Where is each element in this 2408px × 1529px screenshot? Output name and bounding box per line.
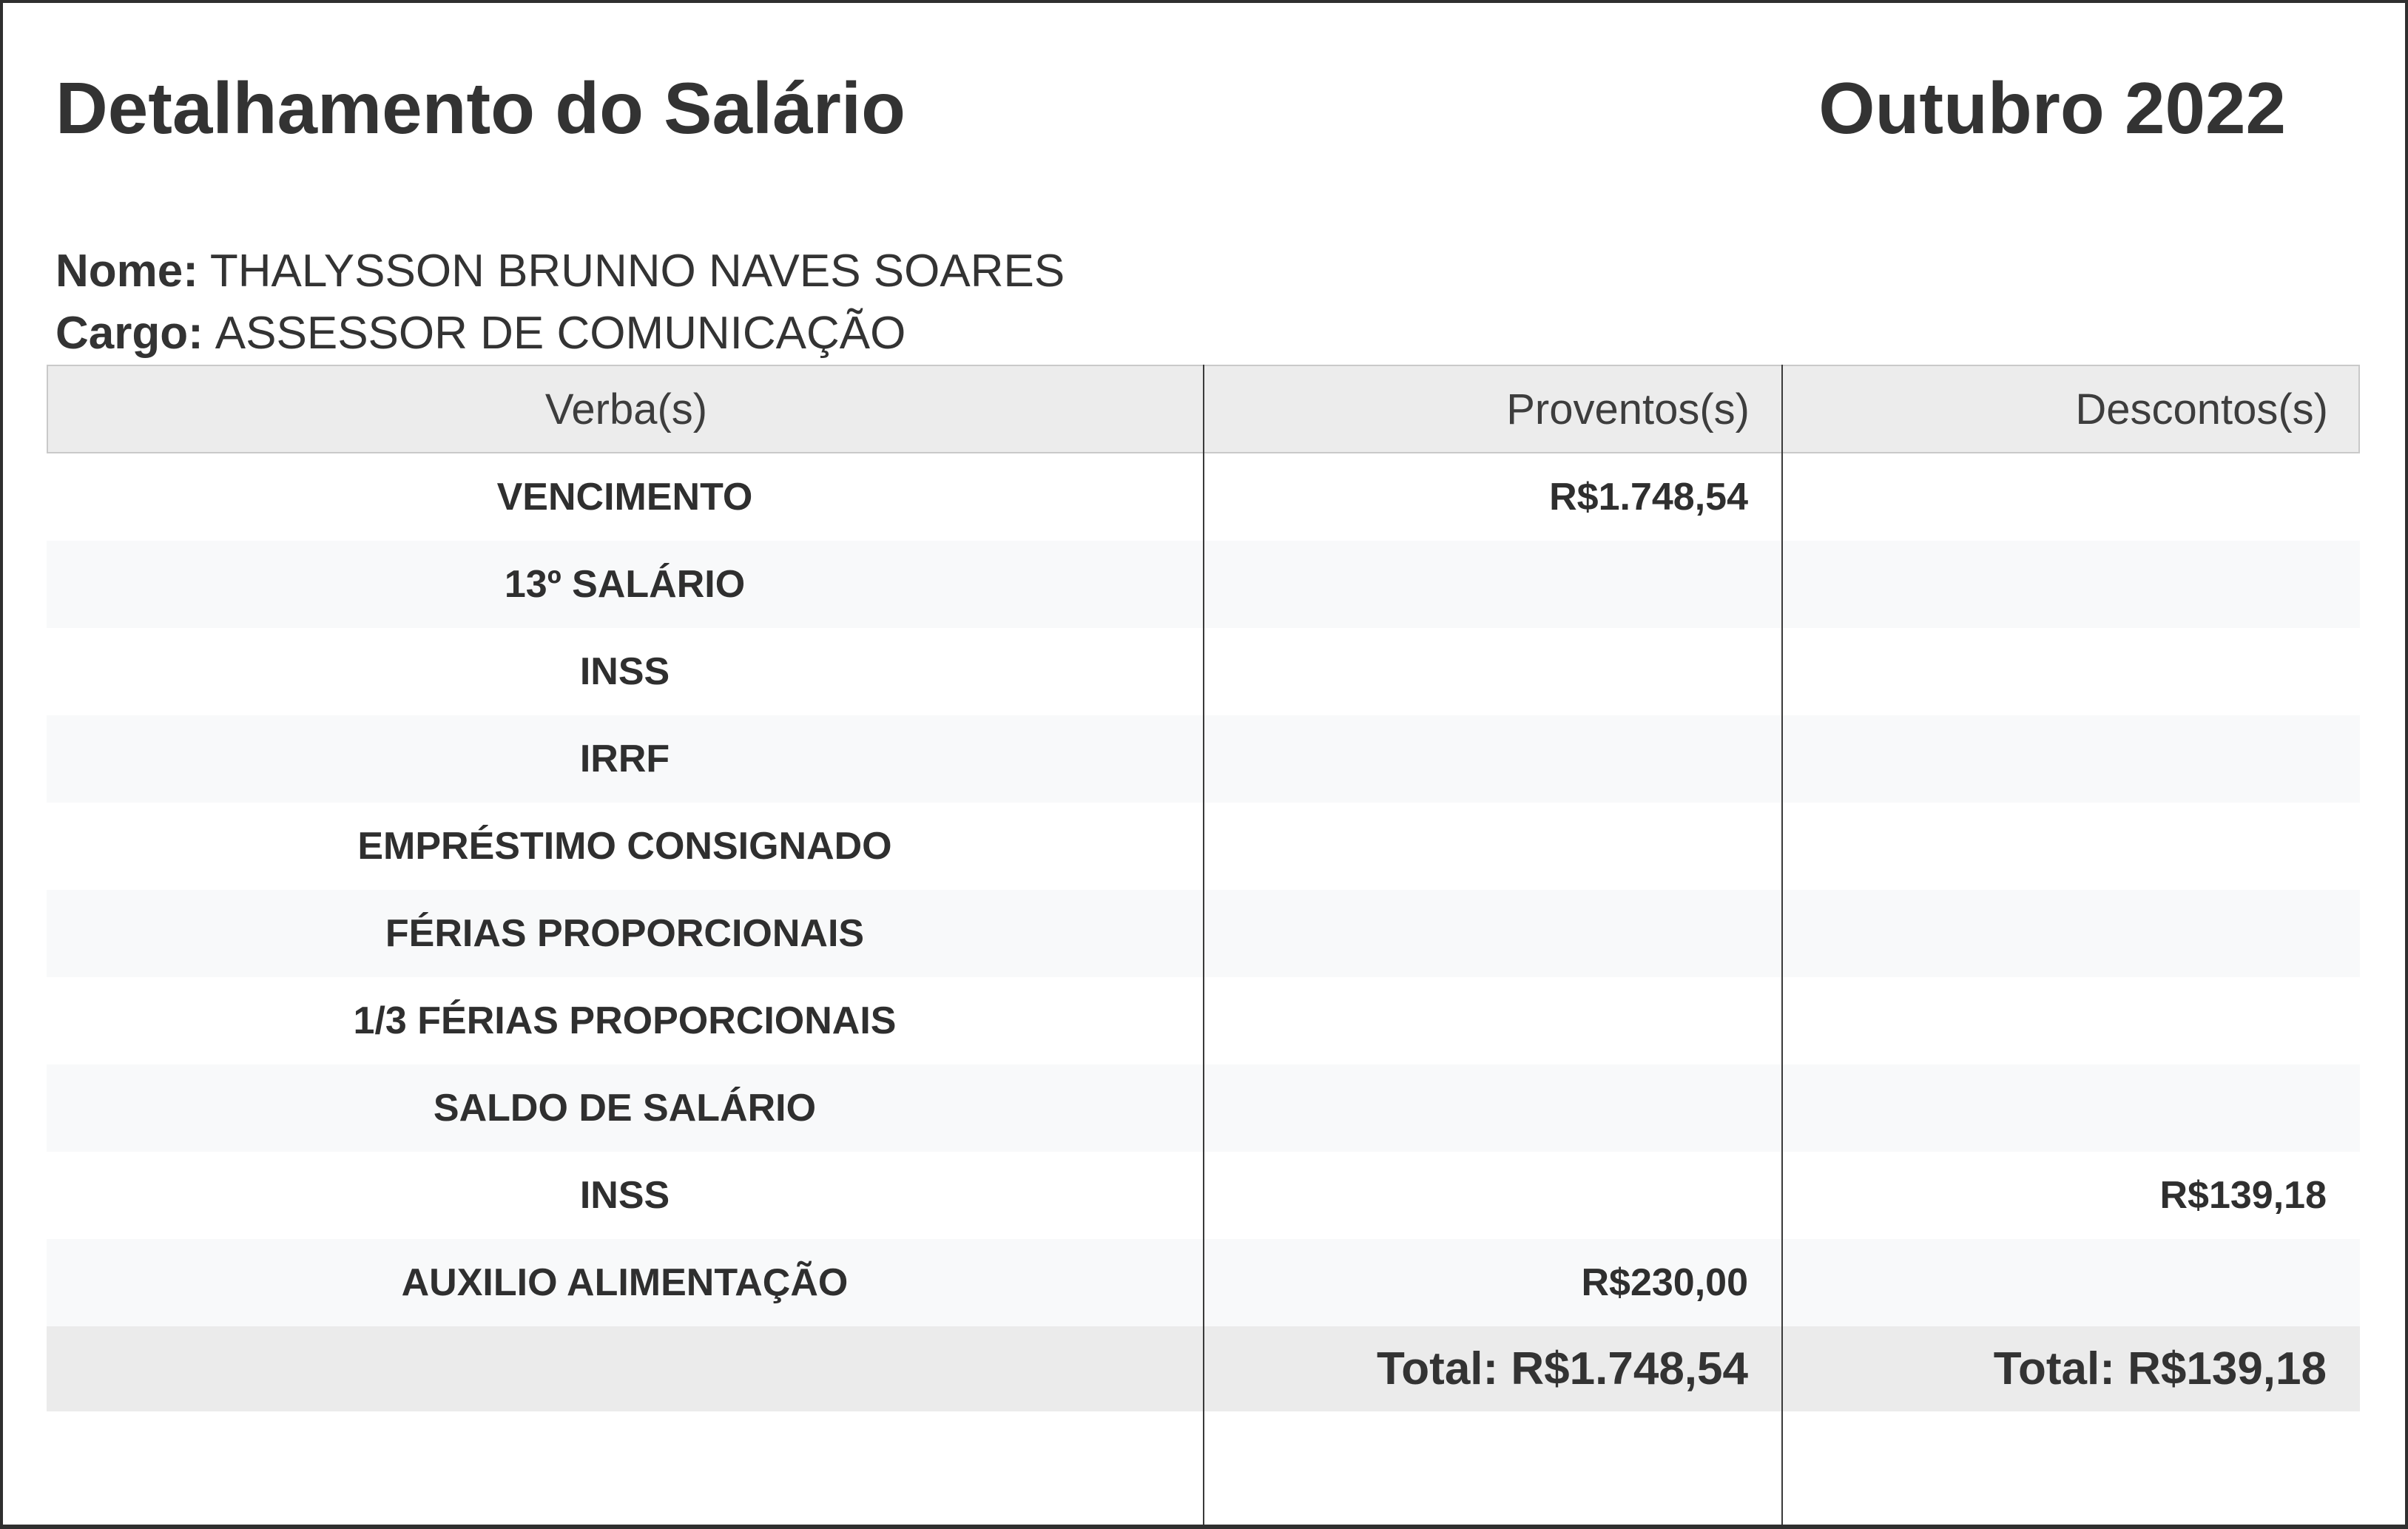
- verba-cell: FÉRIAS PROPORCIONAIS: [385, 912, 865, 955]
- period-label: Outubro 2022: [1818, 67, 2286, 149]
- total-proventos: Total: R$1.748,54: [1377, 1343, 1748, 1394]
- verba-cell: SALDO DE SALÁRIO: [433, 1087, 817, 1130]
- proventos-cell: R$230,00: [1581, 1261, 1748, 1304]
- proventos-cell: R$1.748,54: [1549, 476, 1748, 519]
- verba-cell: 13º SALÁRIO: [504, 563, 746, 606]
- employee-role: ASSESSOR DE COMUNICAÇÃO: [215, 308, 906, 359]
- employee-role-line: Cargo: ASSESSOR DE COMUNICAÇÃO: [55, 303, 1065, 365]
- salary-table: Verba(s) Proventos(s) Descontos(s) VENCI…: [47, 365, 2360, 1525]
- descontos-cell: R$139,18: [2159, 1174, 2327, 1217]
- column-divider-1: [1203, 365, 1204, 1525]
- verba-cell: 1/3 FÉRIAS PROPORCIONAIS: [353, 999, 897, 1042]
- column-divider-2: [1781, 365, 1783, 1525]
- employee-info: Nome: THALYSSON BRUNNO NAVES SOARES Cargo…: [55, 240, 1065, 365]
- verba-cell: AUXILIO ALIMENTAÇÃO: [401, 1261, 849, 1304]
- verba-cell: INSS: [579, 650, 670, 693]
- header-verba: Verba(s): [544, 385, 708, 433]
- page-title: Detalhamento do Salário: [55, 67, 906, 149]
- employee-role-label: Cargo:: [55, 308, 203, 359]
- verba-cell: VENCIMENTO: [496, 476, 753, 519]
- employee-name-label: Nome:: [55, 246, 198, 297]
- employee-name: THALYSSON BRUNNO NAVES SOARES: [209, 246, 1065, 297]
- total-descontos: Total: R$139,18: [1993, 1343, 2327, 1394]
- verba-cell: IRRF: [579, 738, 670, 780]
- header-proventos: Proventos(s): [1506, 385, 1750, 433]
- employee-name-line: Nome: THALYSSON BRUNNO NAVES SOARES: [55, 240, 1065, 303]
- verba-cell: INSS: [579, 1174, 670, 1217]
- titlebar: Detalhamento do Salário Outubro 2022: [55, 67, 2286, 150]
- header-descontos: Descontos(s): [2075, 385, 2328, 433]
- verba-cell: EMPRÉSTIMO CONSIGNADO: [357, 825, 892, 868]
